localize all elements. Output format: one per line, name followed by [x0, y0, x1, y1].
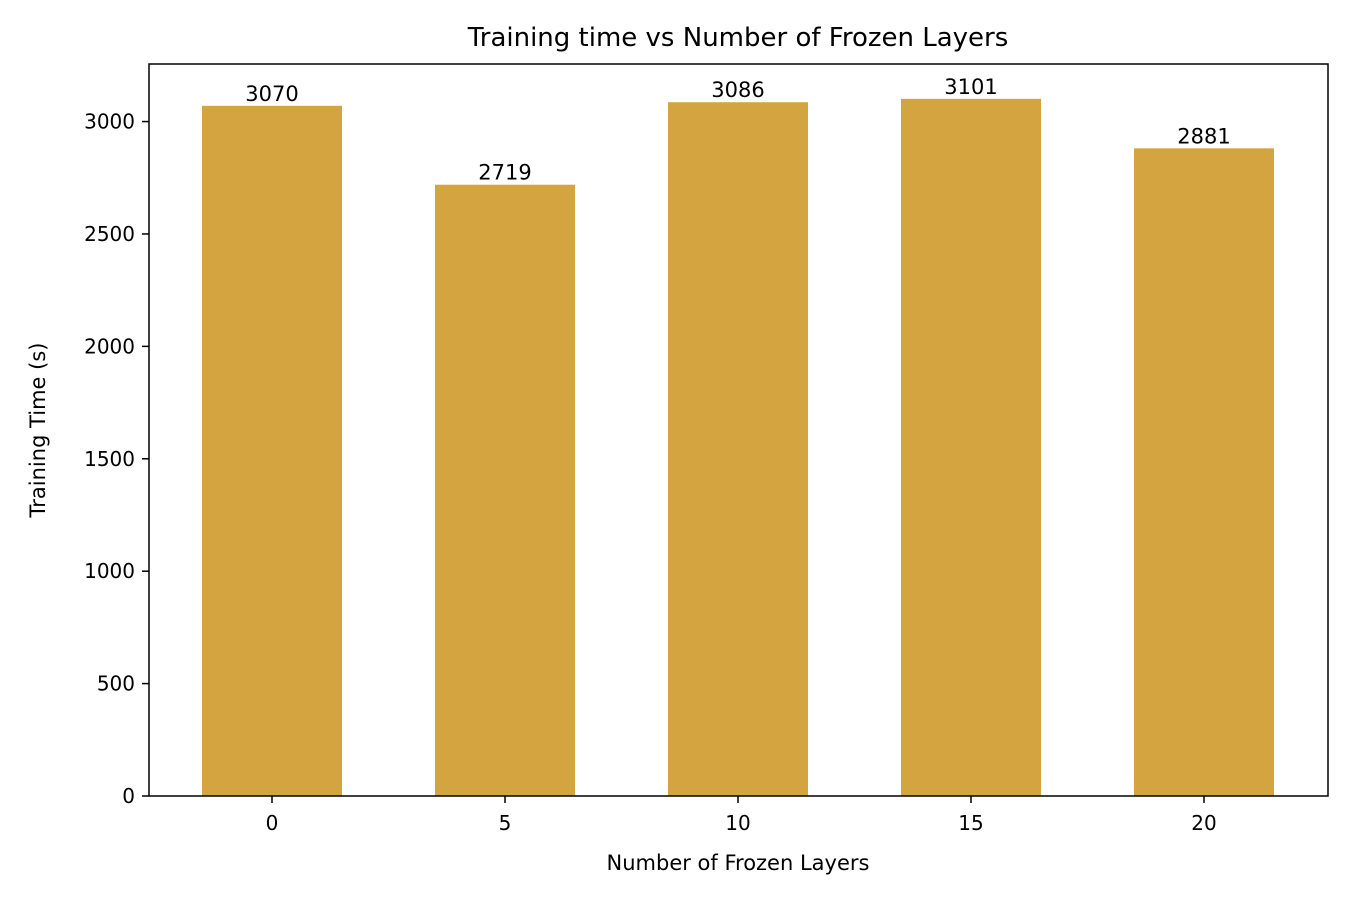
y-tick-label: 1500 [84, 447, 135, 471]
data-labels-layer: 3070 2719 3086 3101 2881 [245, 75, 1230, 185]
x-tick-label: 20 [1191, 811, 1216, 835]
y-axis: 0 500 1000 1500 2000 2500 3000 [84, 110, 149, 808]
bar-10 [668, 102, 808, 796]
x-tick-label: 15 [958, 811, 983, 835]
y-tick-label: 500 [97, 672, 135, 696]
x-tick-label: 10 [725, 811, 750, 835]
bar-20 [1134, 148, 1274, 796]
y-tick-label: 1000 [84, 559, 135, 583]
y-axis-label: Training Time (s) [26, 343, 50, 519]
y-tick-label: 3000 [84, 110, 135, 134]
data-label-15: 3101 [944, 75, 997, 99]
y-tick-label: 2000 [84, 334, 135, 358]
x-tick-label: 0 [266, 811, 279, 835]
bar-5 [435, 184, 575, 796]
y-tick-label: 2500 [84, 222, 135, 246]
data-label-0: 3070 [245, 82, 298, 106]
bar-0 [202, 105, 342, 796]
data-label-10: 3086 [711, 78, 764, 102]
bars-layer [202, 98, 1274, 796]
x-tick-label: 5 [499, 811, 512, 835]
x-axis-label: Number of Frozen Layers [607, 851, 870, 875]
y-tick-label: 0 [122, 784, 135, 808]
x-axis: 0 5 10 15 20 [266, 796, 1217, 835]
data-label-20: 2881 [1177, 124, 1230, 148]
bar-15 [901, 98, 1041, 796]
chart-title: Training time vs Number of Frozen Layers [467, 23, 1009, 53]
data-label-5: 2719 [478, 161, 531, 185]
